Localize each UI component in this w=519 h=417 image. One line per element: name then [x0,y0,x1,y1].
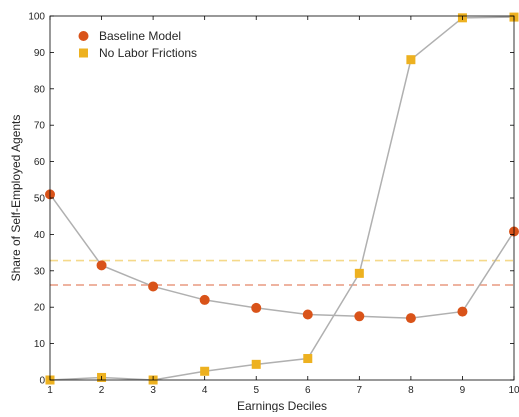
legend-label-0: Baseline Model [99,29,181,43]
x-tick-label: 3 [150,385,156,396]
plot-frame [49,15,515,381]
series-lines [49,16,515,381]
legend-marker-0 [78,31,89,41]
y-tick-label: 50 [34,194,46,205]
data-point-s0-5 [302,309,313,320]
x-tick-label: 10 [508,385,519,396]
y-tick-label: 90 [34,48,46,59]
data-point-s1-4 [251,359,261,369]
y-axis-ticks: 0 10 20 30 40 50 60 70 80 90 100 [28,12,514,387]
y-tick-label: 10 [34,339,46,350]
data-point-s0-6 [354,311,365,322]
legend: Baseline Model No Labor Frictions [78,29,197,60]
data-point-s1-7 [406,55,416,65]
x-tick-label: 7 [357,385,363,396]
x-tick-label: 6 [305,385,311,396]
y-tick-label: 40 [34,230,46,241]
x-tick-label: 5 [253,385,259,396]
x-tick-label: 4 [202,385,208,396]
x-tick-label: 9 [460,385,466,396]
y-tick-label: 100 [28,12,45,23]
legend-marker-1 [79,48,88,58]
x-axis-ticks: 1 2 3 4 5 6 7 8 9 10 [47,16,519,396]
data-point-s0-3 [199,294,210,305]
data-point-s0-8 [457,306,468,317]
x-tick-label: 2 [99,385,105,396]
data-point-s0-7 [405,313,416,324]
data-point-s0-1 [96,260,107,271]
x-tick-label: 1 [47,385,53,396]
series-line-0 [49,193,515,319]
series-markers [45,12,519,385]
y-axis-label: Share of Self-Employed Agents [9,115,23,282]
y-tick-label: 0 [39,376,45,387]
data-point-s1-3 [200,366,210,376]
series-line-1 [49,16,515,381]
y-tick-label: 20 [34,303,46,314]
x-tick-label: 8 [408,385,414,396]
y-tick-label: 70 [34,121,46,132]
data-point-s1-5 [303,354,313,364]
y-tick-label: 30 [34,266,46,277]
data-point-s0-4 [251,302,262,313]
y-tick-label: 60 [34,157,46,168]
legend-label-1: No Labor Frictions [99,46,197,60]
x-axis-label: Earnings Deciles [237,399,327,412]
y-tick-label: 80 [34,84,46,95]
data-point-s0-2 [148,281,159,292]
data-point-s1-6 [354,268,364,278]
